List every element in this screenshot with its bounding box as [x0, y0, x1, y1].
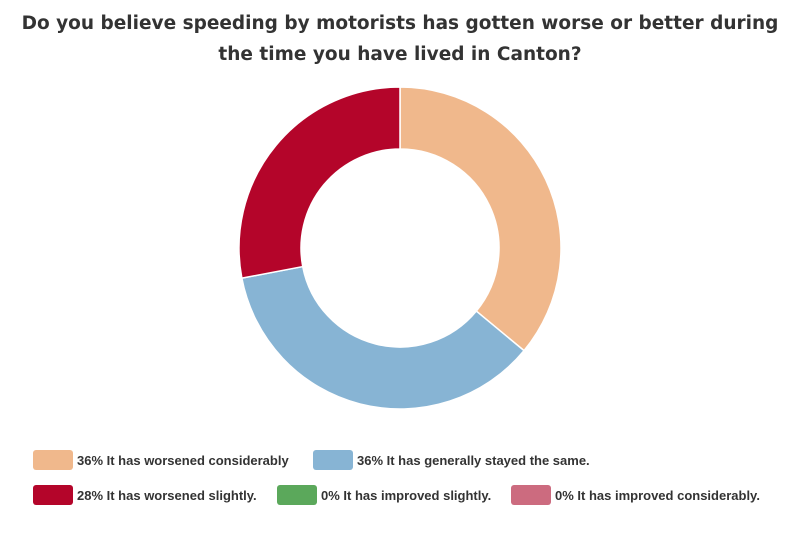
legend-swatch — [33, 485, 73, 505]
legend-swatch — [33, 450, 73, 470]
legend-swatch — [277, 485, 317, 505]
donut-slice-it-has-worsened-considerably[interactable] — [399, 86, 562, 352]
legend-swatch — [511, 485, 551, 505]
legend-label: 0% It has improved slightly. — [321, 487, 492, 503]
legend-item-improved-considerably[interactable]: 0% It has improved considerably. — [511, 484, 760, 506]
chart-title: Do you believe speeding by motorists has… — [0, 8, 800, 70]
legend-item-worsened-slightly[interactable]: 28% It has worsened slightly. — [33, 484, 257, 506]
donut-slice-it-has-worsened-slightly[interactable] — [238, 86, 401, 280]
legend-item-stayed-same[interactable]: 36% It has generally stayed the same. — [313, 449, 590, 471]
legend-label: 28% It has worsened slightly. — [77, 487, 257, 503]
legend-label: 36% It has generally stayed the same. — [357, 452, 590, 468]
legend-swatch — [313, 450, 353, 470]
legend-item-worsened-considerably[interactable]: 36% It has worsened considerably — [33, 449, 289, 471]
legend-item-improved-slightly[interactable]: 0% It has improved slightly. — [277, 484, 491, 506]
legend-label: 36% It has worsened considerably — [77, 452, 289, 468]
donut-slice-it-has-generally-stayed-the-same[interactable] — [240, 265, 526, 410]
chart-title-line-2: the time you have lived in Canton? — [218, 44, 582, 65]
chart-title-line-1: Do you believe speeding by motorists has… — [21, 13, 779, 34]
legend-label: 0% It has improved considerably. — [555, 487, 760, 503]
